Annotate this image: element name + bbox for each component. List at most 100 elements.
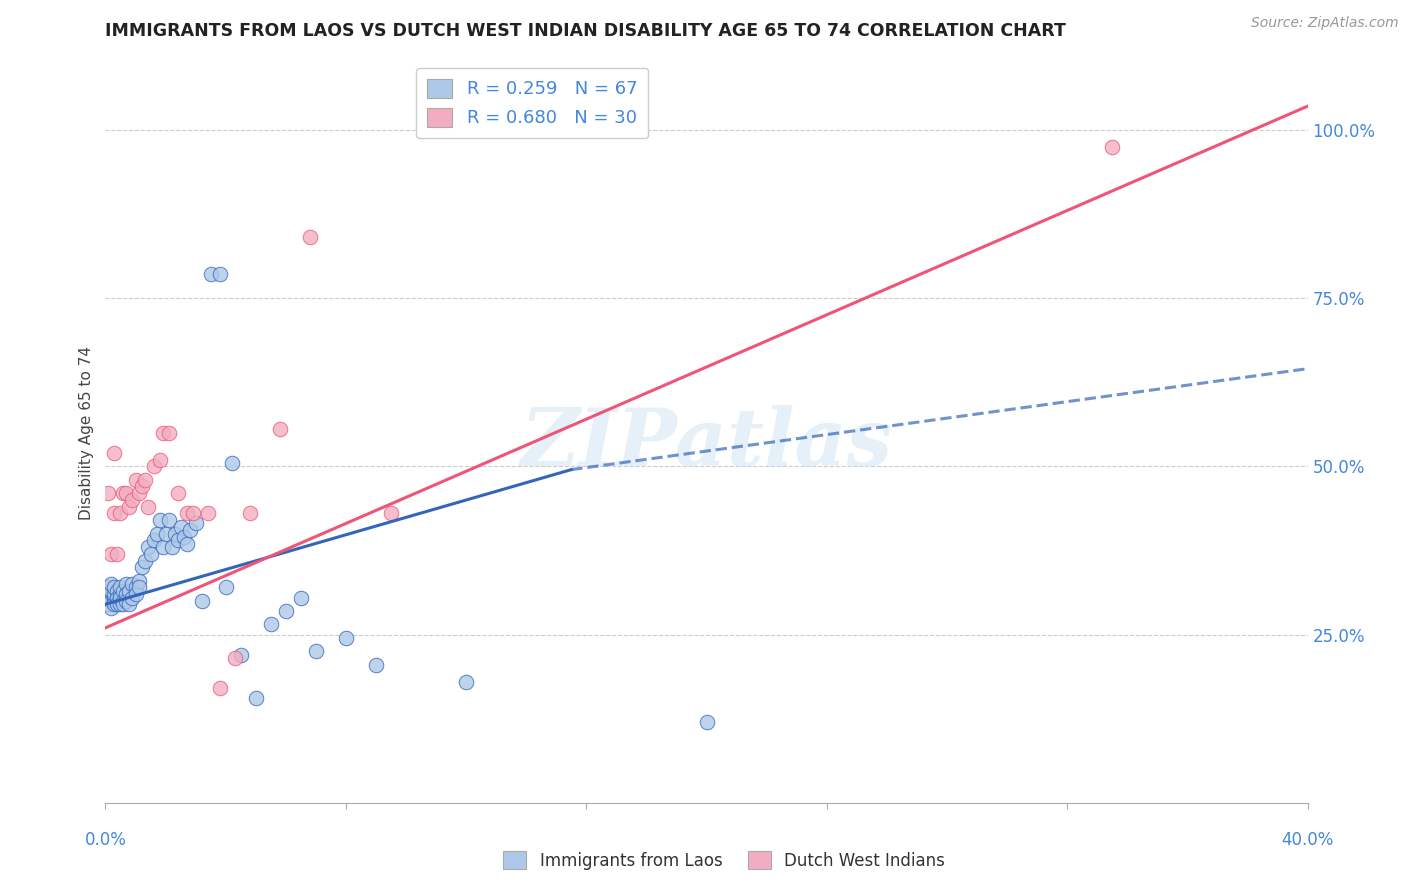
Point <box>112 486 135 500</box>
Point <box>131 479 153 493</box>
Point <box>131 560 153 574</box>
Point <box>118 500 141 514</box>
Point <box>224 651 246 665</box>
Point <box>166 533 188 548</box>
Point <box>112 583 135 598</box>
Point <box>179 523 201 537</box>
Point <box>110 581 132 595</box>
Point <box>124 587 146 601</box>
Text: Source: ZipAtlas.com: Source: ZipAtlas.com <box>1251 16 1399 30</box>
Point <box>103 507 125 521</box>
Point <box>115 486 138 500</box>
Point <box>157 425 180 440</box>
Point <box>107 597 129 611</box>
Legend: Immigrants from Laos, Dutch West Indians: Immigrants from Laos, Dutch West Indians <box>496 845 952 877</box>
Point <box>176 537 198 551</box>
Point <box>115 577 138 591</box>
Point <box>97 591 120 605</box>
Point <box>200 268 222 282</box>
Point <box>214 581 236 595</box>
Point <box>110 591 132 605</box>
Text: IMMIGRANTS FROM LAOS VS DUTCH WEST INDIAN DISABILITY AGE 65 TO 74 CORRELATION CH: IMMIGRANTS FROM LAOS VS DUTCH WEST INDIA… <box>105 22 1066 40</box>
Point <box>107 583 129 598</box>
Point <box>97 597 120 611</box>
Point <box>145 526 167 541</box>
Point <box>1101 139 1123 153</box>
Point <box>152 425 174 440</box>
Point <box>290 591 312 605</box>
Point <box>97 581 120 595</box>
Point <box>274 604 297 618</box>
Point <box>97 486 120 500</box>
Text: 40.0%: 40.0% <box>1281 831 1334 849</box>
Point <box>208 268 231 282</box>
Point <box>139 547 162 561</box>
Point <box>157 513 180 527</box>
Point <box>160 540 183 554</box>
Point <box>142 533 165 548</box>
Point <box>305 644 328 658</box>
Point <box>103 446 125 460</box>
Point <box>269 422 291 436</box>
Point <box>181 507 204 521</box>
Point <box>103 587 125 601</box>
Point <box>112 594 135 608</box>
Point <box>110 507 132 521</box>
Text: ZIPatlas: ZIPatlas <box>520 405 893 483</box>
Point <box>148 513 170 527</box>
Point <box>103 581 125 595</box>
Point <box>155 526 177 541</box>
Point <box>169 520 191 534</box>
Point <box>152 540 174 554</box>
Point <box>124 473 146 487</box>
Point <box>103 594 125 608</box>
Point <box>112 597 135 611</box>
Point <box>380 507 402 521</box>
Point <box>121 591 143 605</box>
Point <box>163 526 186 541</box>
Point <box>190 594 212 608</box>
Point <box>124 581 146 595</box>
Point <box>364 657 387 672</box>
Point <box>176 507 198 521</box>
Point <box>115 587 138 601</box>
Point <box>128 486 150 500</box>
Point <box>696 714 718 729</box>
Point <box>110 587 132 601</box>
Point <box>121 492 143 507</box>
Point <box>100 547 122 561</box>
Point <box>229 648 252 662</box>
Point <box>260 617 283 632</box>
Point <box>100 583 122 598</box>
Point <box>136 500 159 514</box>
Point <box>118 597 141 611</box>
Point <box>148 452 170 467</box>
Point <box>454 674 477 689</box>
Point <box>103 591 125 605</box>
Point <box>134 553 156 567</box>
Point <box>245 691 267 706</box>
Point <box>103 597 125 611</box>
Point <box>197 507 219 521</box>
Point <box>128 574 150 588</box>
Point <box>115 594 138 608</box>
Point <box>128 581 150 595</box>
Point <box>208 681 231 696</box>
Point <box>100 577 122 591</box>
Point <box>335 631 357 645</box>
Point <box>110 597 132 611</box>
Point <box>100 600 122 615</box>
Point <box>121 577 143 591</box>
Text: 0.0%: 0.0% <box>84 831 127 849</box>
Point <box>107 591 129 605</box>
Point <box>136 540 159 554</box>
Point <box>118 583 141 598</box>
Point <box>134 473 156 487</box>
Point <box>173 530 195 544</box>
Point <box>239 507 262 521</box>
Point <box>298 230 321 244</box>
Y-axis label: Disability Age 65 to 74: Disability Age 65 to 74 <box>79 345 94 520</box>
Point <box>184 516 207 531</box>
Point <box>100 594 122 608</box>
Point <box>166 486 188 500</box>
